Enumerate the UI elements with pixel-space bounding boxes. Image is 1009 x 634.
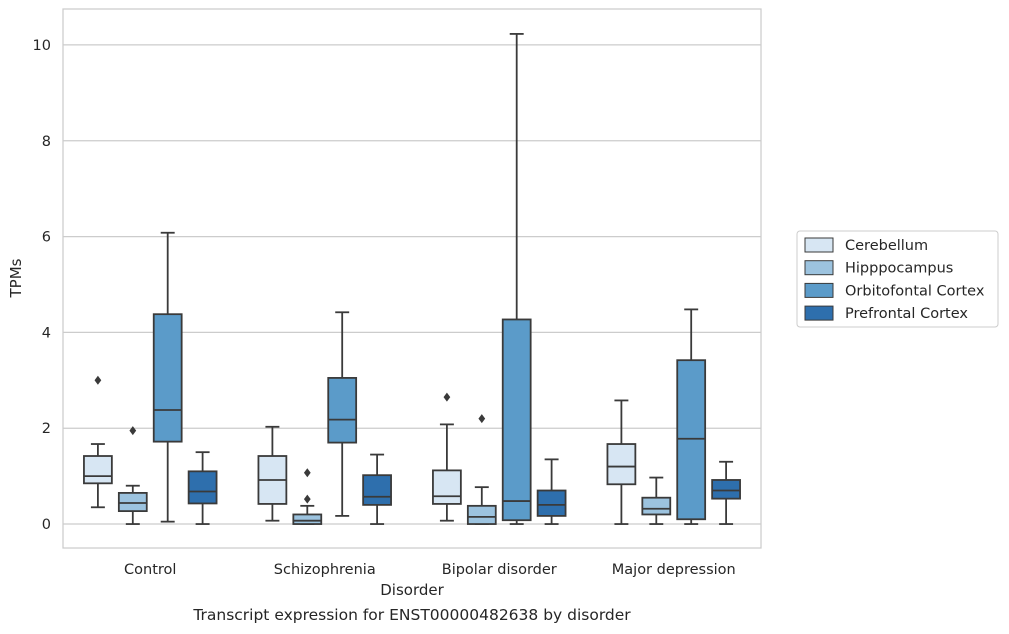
box-body: [711, 479, 741, 500]
box-0-3: [606, 399, 637, 525]
box-2-0: [152, 231, 183, 523]
x-tick-label-0: Control: [124, 562, 176, 578]
flier-0: [129, 426, 137, 436]
legend-label-0: Cerebellum: [845, 238, 928, 254]
box-body: [466, 504, 497, 525]
flier-0: [478, 414, 486, 424]
y-tick-label-8: 8: [42, 134, 51, 150]
y-tick-label-2: 2: [42, 421, 51, 437]
box-body: [641, 496, 672, 516]
box-0-2: [432, 392, 462, 522]
x-tick-label-3: Major depression: [612, 562, 736, 578]
legend-frame: [796, 230, 999, 328]
y-axis-label: TPMs: [7, 258, 25, 298]
plot-frame: [62, 8, 762, 549]
box-body: [606, 443, 637, 486]
legend-label-3: Prefrontal Cortex: [845, 306, 968, 322]
box-body: [362, 474, 392, 506]
box-1-0: [117, 426, 148, 525]
box-0-1: [257, 425, 288, 522]
legend-items: Cerebellum Hipppocampus Orbitofontal Corte…: [804, 237, 985, 322]
box-1-1: [292, 468, 323, 525]
y-tick-label-6: 6: [42, 230, 51, 246]
y-tick-label-4: 4: [42, 325, 51, 341]
box-body: [292, 513, 323, 525]
box-2-3: [676, 308, 707, 525]
box-body: [327, 377, 358, 444]
x-axis-label: Disorder: [380, 581, 444, 599]
y-tick-label-0: 0: [42, 517, 51, 533]
legend-label-2: Orbitofontal Cortex: [845, 283, 985, 299]
box-2-2: [501, 33, 532, 525]
box-body: [501, 318, 532, 522]
box-1-2: [466, 414, 497, 525]
legend-swatch-0: [804, 237, 834, 253]
chart-caption: Transcript expression for ENST0000048263…: [193, 606, 631, 624]
box-body: [117, 492, 148, 513]
legend-label-1: Hipppocampus: [845, 261, 953, 277]
box-body: [187, 470, 218, 505]
box-body: [536, 489, 567, 517]
box-body: [152, 313, 183, 443]
box-series-layer: [83, 33, 741, 525]
flier-1: [303, 468, 311, 478]
x-tick-label-2: Bipolar disorder: [442, 562, 557, 578]
y-tick-labels: 0 2 4 6 8 10: [33, 38, 51, 533]
box-body: [83, 455, 113, 485]
y-tick-label-10: 10: [33, 38, 51, 54]
legend-swatch-3: [804, 305, 834, 321]
box-body: [432, 469, 462, 505]
box-3-2: [536, 458, 567, 525]
legend: Cerebellum Hipppocampus Orbitofontal Corte…: [796, 230, 999, 328]
legend-swatch-1: [804, 260, 834, 276]
box-3-1: [362, 453, 392, 525]
flier-0: [443, 392, 451, 402]
flier-0: [94, 375, 102, 385]
box-1-3: [641, 476, 672, 525]
x-tick-label-1: Schizophrenia: [274, 562, 376, 578]
box-3-3: [711, 460, 741, 525]
flier-0: [303, 494, 311, 504]
box-body: [676, 359, 707, 521]
box-3-0: [187, 451, 218, 525]
box-0-0: [83, 375, 113, 509]
x-tick-labels: Control Schizophrenia Bipolar disorder Majo…: [124, 562, 736, 578]
legend-swatch-2: [804, 282, 834, 298]
box-2-1: [327, 311, 358, 517]
